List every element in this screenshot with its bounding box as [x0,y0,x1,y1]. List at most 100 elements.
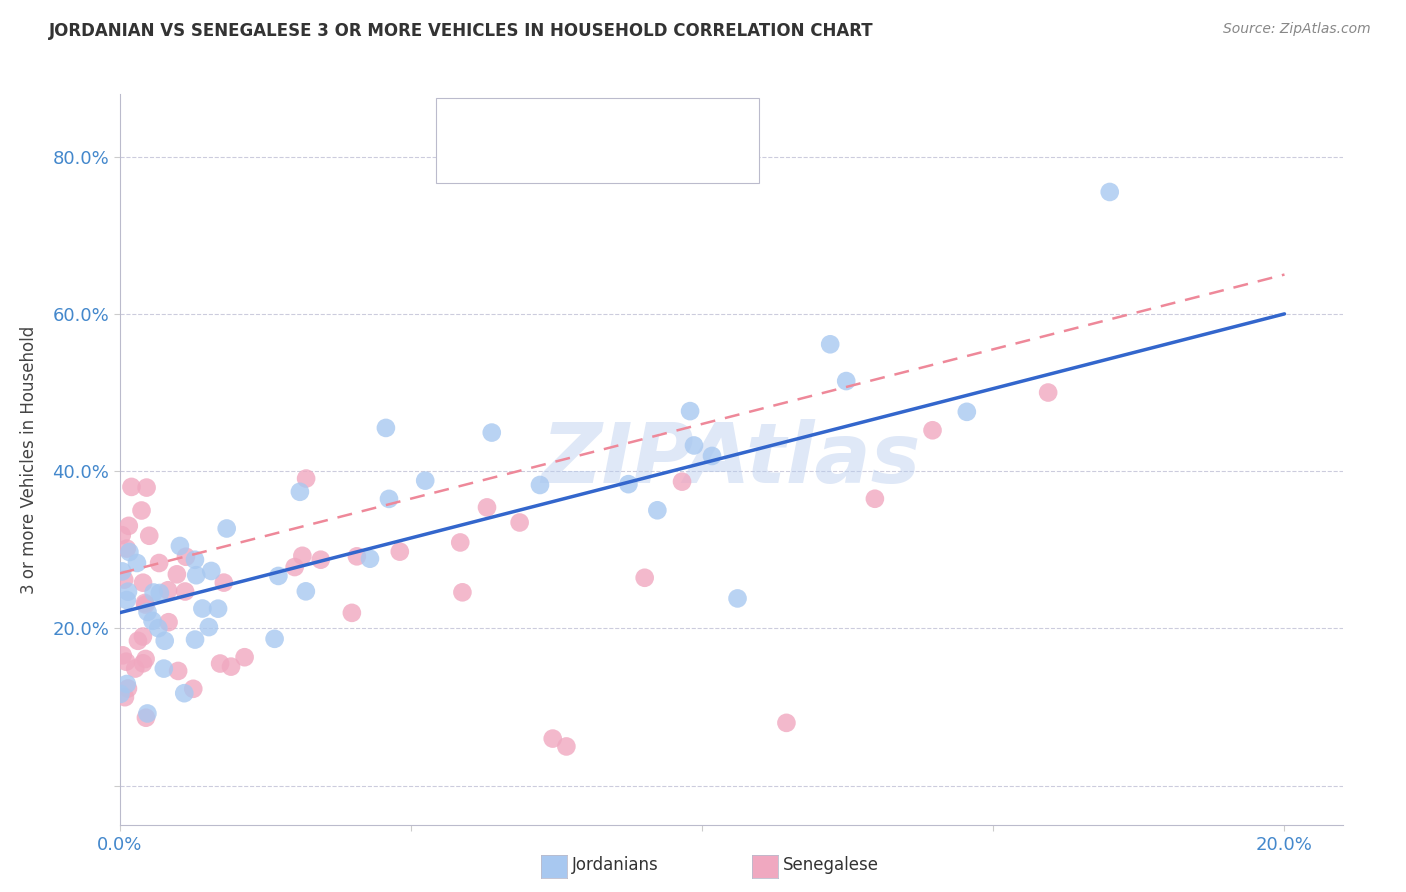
Point [215,521,238,535]
Point [291,549,314,563]
Point [617,477,640,491]
Point [647,503,669,517]
Point [212,575,235,590]
Point [309,552,332,566]
Point [131,503,153,517]
Point [115,541,138,556]
Y-axis label: 3 or more Vehicles in Household: 3 or more Vehicles in Household [20,326,38,593]
Point [134,598,156,612]
Point [288,484,311,499]
Point [115,655,138,669]
Point [136,706,159,721]
Point [835,374,858,388]
Point [132,657,155,671]
Point [449,535,471,549]
Point [451,585,474,599]
Point [118,545,141,559]
Point [475,500,498,515]
Point [481,425,503,440]
Point [112,573,135,587]
Text: JORDANIAN VS SENEGALESE 3 OR MORE VEHICLES IN HOUSEHOLD CORRELATION CHART: JORDANIAN VS SENEGALESE 3 OR MORE VEHICL… [49,22,875,40]
Point [209,657,232,671]
Point [138,529,160,543]
Point [340,606,363,620]
Point [1036,385,1059,400]
Point [135,711,157,725]
Point [219,659,242,673]
Point [114,690,136,705]
Point [413,474,436,488]
Point [186,568,208,582]
Point [374,421,396,435]
Point [121,480,143,494]
Point [169,539,191,553]
Point [683,438,706,452]
Point [110,687,132,701]
Text: Source: ZipAtlas.com: Source: ZipAtlas.com [1223,22,1371,37]
Point [284,560,307,574]
Point [346,549,368,564]
Point [132,575,155,590]
Text: ZIPAtlas: ZIPAtlas [541,419,921,500]
Point [135,652,157,666]
Point [671,475,693,489]
Point [956,405,979,419]
Point [153,662,176,676]
Point [200,564,222,578]
Point [295,471,318,485]
Point [267,569,290,583]
Text: R =  0.617    N = 49: R = 0.617 N = 49 [485,116,666,134]
Point [174,549,197,564]
Point [115,677,138,691]
Point [142,585,165,599]
Point [111,528,134,542]
Point [141,614,163,628]
Point [134,596,156,610]
Point [207,601,229,615]
Point [136,605,159,619]
Point [921,423,943,437]
Point [634,571,657,585]
Point [167,664,190,678]
Point [117,681,139,696]
Point [132,630,155,644]
Point [181,681,204,696]
Point [359,551,381,566]
Point [378,491,401,506]
Point [529,478,551,492]
Point [191,601,214,615]
Point [135,481,157,495]
Point [149,586,172,600]
Text: R =  0.396    N = 52: R = 0.396 N = 52 [485,145,668,163]
Point [263,632,285,646]
Point [148,556,170,570]
Point [295,584,318,599]
Point [541,731,564,746]
Point [818,337,841,351]
Point [117,584,139,599]
Point [863,491,886,506]
Text: Senegalese: Senegalese [783,856,879,874]
Point [115,593,138,607]
Point [775,715,797,730]
Point [127,633,149,648]
Point [118,519,141,533]
Point [173,686,195,700]
Point [233,650,256,665]
Point [111,648,134,663]
Point [174,584,197,599]
Point [124,662,146,676]
Point [198,620,221,634]
Point [700,449,723,463]
Point [166,567,188,582]
Point [125,556,148,570]
Point [679,404,702,418]
Point [184,632,207,647]
Point [148,621,170,635]
Point [555,739,578,754]
Point [1098,185,1121,199]
Point [184,552,207,566]
Point [111,565,134,579]
Point [727,591,749,606]
Point [157,583,180,598]
